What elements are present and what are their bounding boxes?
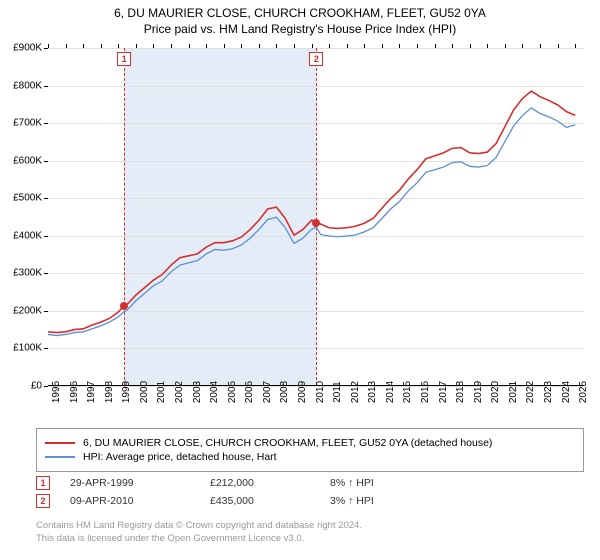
legend-swatch (45, 456, 75, 458)
sales-table: 1 29-APR-1999£212,0008% ↑ HPI 2 09-APR-2010… (36, 472, 584, 512)
sale-price: £212,000 (210, 477, 330, 489)
y-axis-label: £400K (13, 230, 42, 241)
legend-row: HPI: Average price, detached house, Hart (45, 451, 575, 463)
series-line-price_paid (48, 91, 575, 333)
sale-row: 2 09-APR-2010£435,0003% ↑ HPI (36, 494, 584, 508)
attribution-line2: This data is licensed under the Open Gov… (36, 533, 584, 546)
y-axis-label: £0 (31, 381, 42, 392)
y-axis-labels: £0£100K£200K£300K£400K£500K£600K£700K£80… (0, 48, 46, 386)
chart-legend: 6, DU MAURIER CLOSE, CHURCH CROOKHAM, FL… (36, 428, 584, 472)
sale-data-point (120, 302, 128, 310)
legend-row: 6, DU MAURIER CLOSE, CHURCH CROOKHAM, FL… (45, 437, 575, 449)
y-axis-label: £600K (13, 155, 42, 166)
sale-hpi: 8% ↑ HPI (330, 477, 430, 489)
chart-lines-svg (48, 48, 584, 385)
sale-hpi: 3% ↑ HPI (330, 495, 430, 507)
y-axis-label: £100K (13, 343, 42, 354)
legend-swatch (45, 442, 75, 444)
y-axis-label: £200K (13, 305, 42, 316)
sale-marker: 2 (36, 494, 50, 508)
x-axis-labels: 1995199619971998199920002001200220032004… (48, 388, 584, 428)
y-axis-label: £500K (13, 193, 42, 204)
sale-date: 29-APR-1999 (70, 477, 210, 489)
attribution-line1: Contains HM Land Registry data © Crown c… (36, 520, 584, 533)
sale-price: £435,000 (210, 495, 330, 507)
attribution-text: Contains HM Land Registry data © Crown c… (36, 520, 584, 546)
y-axis-label: £700K (13, 118, 42, 129)
sale-date: 09-APR-2010 (70, 495, 210, 507)
chart-title-block: 6, DU MAURIER CLOSE, CHURCH CROOKHAM, FL… (0, 0, 600, 40)
legend-label: HPI: Average price, detached house, Hart (83, 451, 277, 463)
chart-title-line1: 6, DU MAURIER CLOSE, CHURCH CROOKHAM, FL… (0, 6, 600, 20)
sale-row: 1 29-APR-1999£212,0008% ↑ HPI (36, 476, 584, 490)
sale-data-point (312, 219, 320, 227)
legend-label: 6, DU MAURIER CLOSE, CHURCH CROOKHAM, FL… (83, 437, 492, 449)
chart-title-line2: Price paid vs. HM Land Registry's House … (0, 22, 600, 36)
y-axis-label: £900K (13, 43, 42, 54)
sale-marker: 1 (36, 476, 50, 490)
y-axis-label: £800K (13, 80, 42, 91)
y-axis-label: £300K (13, 268, 42, 279)
chart-plot-area: 12 (48, 48, 584, 386)
